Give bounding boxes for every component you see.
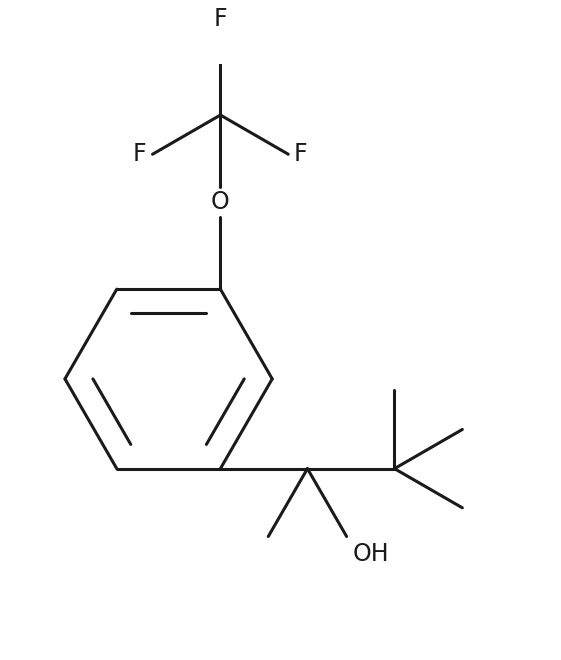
Text: F: F — [294, 142, 307, 166]
Text: F: F — [214, 7, 227, 31]
Text: F: F — [133, 142, 147, 166]
Text: OH: OH — [352, 543, 389, 566]
Text: O: O — [211, 190, 230, 214]
